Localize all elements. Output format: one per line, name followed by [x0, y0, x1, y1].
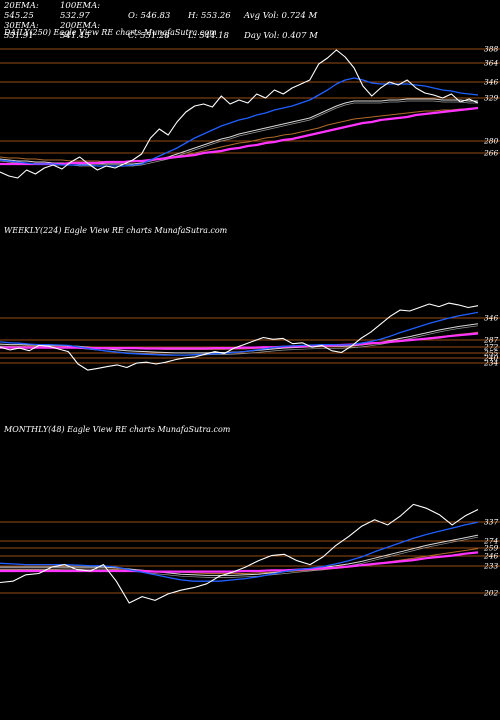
stat-20ema: 20EMA: 545.25 — [4, 1, 39, 21]
price-level-label: 280 — [483, 137, 499, 146]
price-level-label: 233 — [483, 562, 499, 571]
stat-high: H: 553.26 — [188, 11, 231, 21]
price-level-label: 287 — [483, 336, 499, 345]
price-level-label: 272 — [483, 343, 499, 352]
ema-200-line — [0, 106, 479, 166]
ema-short-line — [0, 311, 479, 356]
price-level-label: 346 — [484, 314, 499, 323]
ema-mid-secondary-line — [0, 100, 478, 167]
price-level-label: 266 — [483, 149, 499, 158]
price-line — [0, 49, 479, 179]
price-level-label: 364 — [484, 59, 499, 68]
daily-chart: 388 364 346 329 280 266 — [0, 45, 500, 179]
price-level-label: 388 — [484, 45, 499, 54]
price-level-label: 202 — [483, 589, 499, 598]
price-level-label: 255 — [483, 349, 499, 358]
stat-100ema: 100EMA: 532.97 — [60, 1, 101, 21]
price-level-label: 246 — [483, 552, 499, 561]
price-level-label: 274 — [483, 537, 499, 546]
price-level-label: 346 — [484, 78, 499, 87]
price-level-label: 337 — [484, 518, 499, 527]
weekly-panel-title: WEEKLY(224) Eagle View RE charts MunafaS… — [4, 226, 228, 235]
ema-short-line — [0, 77, 479, 167]
stat-low: L: 544.18 — [188, 31, 229, 41]
ema-200-line — [0, 551, 479, 573]
ema-long-line — [0, 107, 479, 163]
price-level-label: 234 — [483, 359, 499, 368]
monthly-panel-title: MONTHLY(48) Eagle View RE charts MunafaS… — [4, 425, 231, 434]
ema-mid-secondary-line — [0, 536, 479, 578]
price-line — [0, 302, 479, 371]
stats-header: 20EMA: 545.25 100EMA: 532.97 O: 546.83 H: 5… — [4, 1, 318, 41]
stat-open: O: 546.83 — [128, 11, 171, 21]
price-level-label: 329 — [484, 94, 499, 103]
price-level-label: 259 — [483, 544, 499, 553]
stat-30ema: 30EMA: 531.91 — [4, 21, 39, 41]
stat-avg-vol: Avg Vol: 0.724 M — [244, 11, 318, 21]
ema-mid-line — [0, 98, 478, 165]
daily-panel-title: DAILY(250) Eagle View RE charts MunafaSu… — [4, 28, 217, 37]
stat-200ema: 200EMA: 541.45 — [60, 21, 101, 41]
price-level-label: 240 — [483, 354, 499, 363]
stat-day-vol: Day Vol: 0.407 M — [244, 31, 318, 41]
ema-short-line — [0, 521, 479, 582]
stat-close: C: 551.28 — [128, 31, 170, 41]
price-line — [0, 503, 479, 604]
stats-row-2: 30EMA: 531.91 200EMA: 541.45 C: 551.28 L: 5… — [4, 21, 318, 41]
stats-row-1: 20EMA: 545.25 100EMA: 532.97 O: 546.83 H: 5… — [4, 1, 318, 21]
ema-mid-line — [0, 534, 479, 576]
